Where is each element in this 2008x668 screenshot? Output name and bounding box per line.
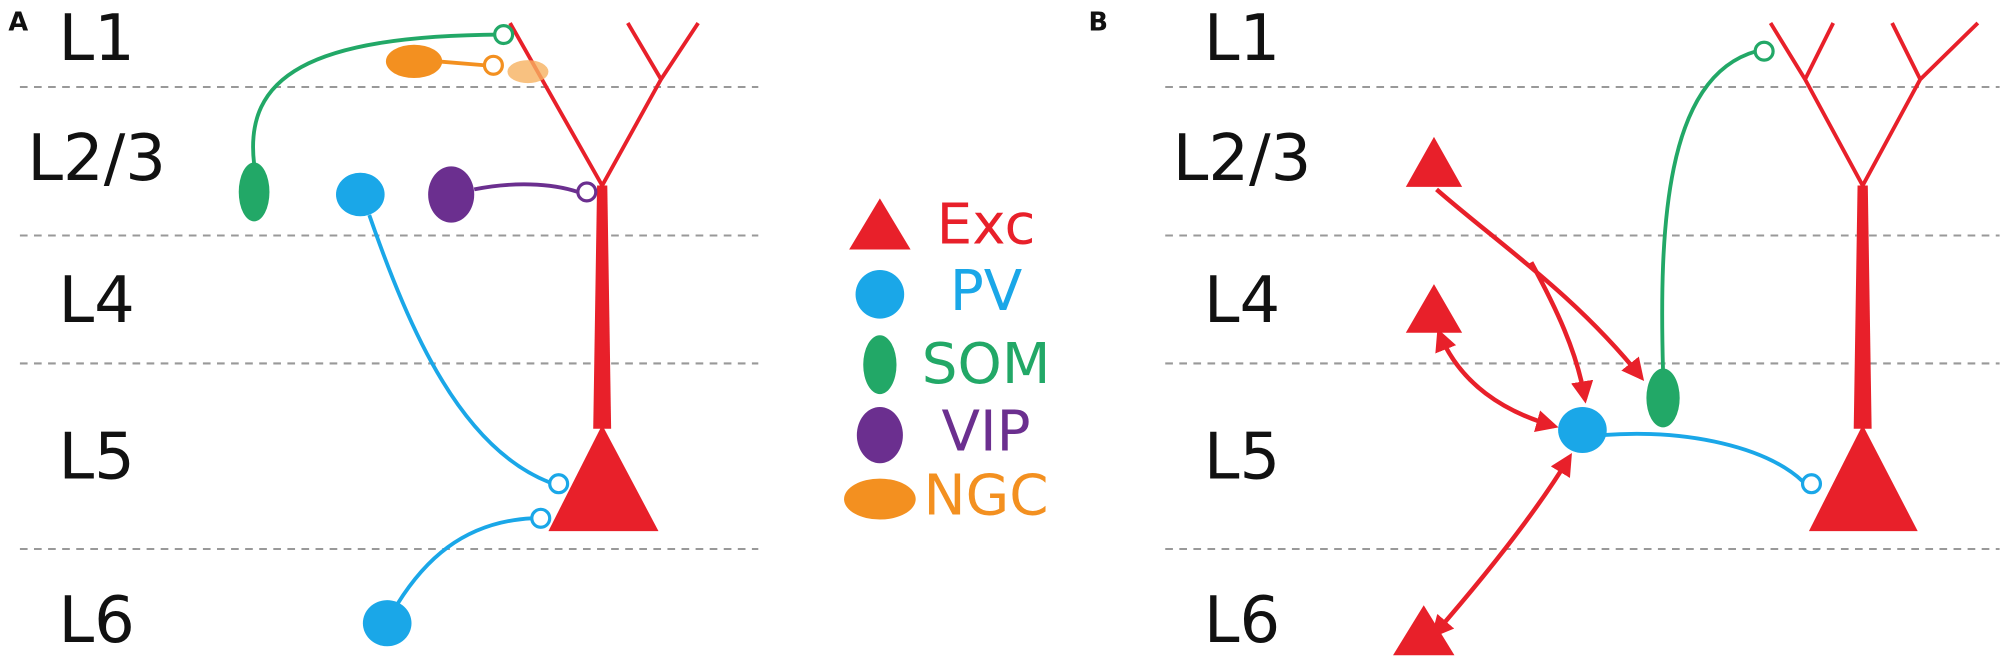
layer-lines — [19, 85, 759, 551]
pyramidal-neuron — [1768, 21, 1980, 532]
layer-label: L4 — [59, 264, 135, 338]
legend-label: NGC — [924, 464, 1049, 529]
legend-label: PV — [950, 259, 1023, 324]
layer-label: L1 — [59, 2, 135, 76]
legend-label: Exc — [937, 192, 1036, 257]
layer-label: L1 — [1204, 2, 1280, 76]
panel-b: B L1 L2/3 L4 L5 L6 — [1088, 2, 2000, 658]
layer-label: L5 — [59, 420, 135, 494]
legend: Exc PV SOM VIP NGC — [844, 192, 1051, 529]
layer-label: L2/3 — [27, 122, 166, 196]
legend-label: VIP — [942, 400, 1031, 465]
layer-label: L2/3 — [1173, 122, 1312, 196]
panel-label: B — [1088, 8, 1108, 38]
legend-label: SOM — [922, 332, 1051, 397]
panel-label: A — [8, 8, 28, 38]
layer-label: L6 — [59, 584, 135, 658]
layer-label: L4 — [1204, 264, 1280, 338]
panel-a: A L1 L2/3 L4 L5 L6 — [8, 2, 759, 658]
layer-label: L6 — [1204, 584, 1280, 658]
pyramidal-neuron — [508, 21, 700, 532]
layer-label: L5 — [1204, 420, 1280, 494]
